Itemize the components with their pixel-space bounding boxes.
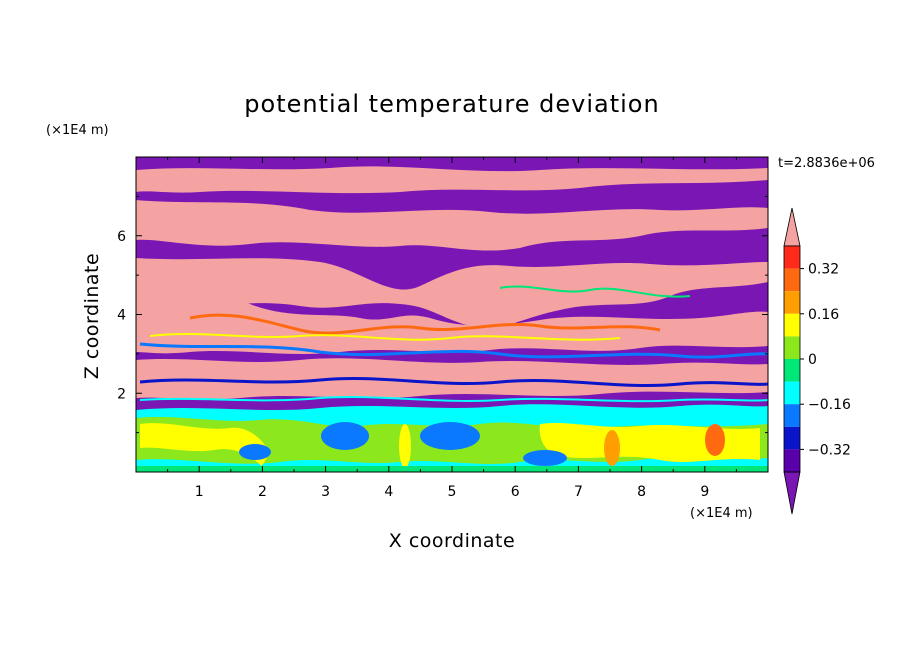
colorbar-tick-label: 0.16 xyxy=(808,307,839,323)
x-tick-label: 3 xyxy=(321,484,330,500)
colorbar: 0.32 0.16 0 −0.16 −0.32 xyxy=(783,207,851,515)
field-ribbon xyxy=(499,285,691,298)
x-tick-label: 2 xyxy=(258,484,267,500)
field-ribbon xyxy=(149,333,621,341)
colorbar-tick-label: −0.32 xyxy=(808,442,851,458)
y-axis: 2 4 6 xyxy=(117,195,768,434)
x-tick-label: 4 xyxy=(384,484,393,500)
colorbar-band xyxy=(784,291,800,314)
colorbar-tick-label: 0.32 xyxy=(808,262,839,278)
field-eddy xyxy=(420,422,480,450)
field-eddy xyxy=(399,424,411,468)
colorbar-band xyxy=(784,381,800,405)
y-axis-label: Z coordinate xyxy=(81,253,103,379)
colorbar-band xyxy=(784,404,800,427)
colorbar-band xyxy=(784,359,800,382)
field-eddy xyxy=(523,450,567,466)
colorbar-band xyxy=(784,336,800,359)
field-eddy xyxy=(604,430,620,466)
y-axis-unit: (×1E4 m) xyxy=(46,123,109,138)
field-eddy xyxy=(321,422,369,450)
x-tick-label: 8 xyxy=(637,484,646,500)
field-band xyxy=(136,166,768,194)
field-ribbon xyxy=(139,377,768,387)
x-tick-label: 5 xyxy=(448,484,457,500)
colorbar-extend-bottom xyxy=(783,471,801,515)
field-boundary-layer xyxy=(140,423,270,466)
field-ribbon xyxy=(139,396,768,403)
field-boundary-layer xyxy=(539,423,760,462)
colorbar-tick-label: 0 xyxy=(808,352,817,368)
colorbar-band xyxy=(784,313,800,337)
field-eddy xyxy=(705,424,725,456)
x-tick-label: 7 xyxy=(574,484,583,500)
colorbar-band xyxy=(784,426,800,450)
x-axis-unit: (×1E4 m) xyxy=(690,506,753,521)
x-axis-label: X coordinate xyxy=(389,530,515,552)
heatmap-field xyxy=(136,157,768,472)
x-tick-label: 1 xyxy=(195,484,204,500)
chart-title: potential temperature deviation xyxy=(244,90,659,118)
field-ribbon xyxy=(139,342,768,359)
field-band xyxy=(136,358,768,400)
time-label: t=2.8836e+06 xyxy=(778,156,875,171)
colorbar-band xyxy=(784,246,800,269)
x-tick-label: 6 xyxy=(511,484,520,500)
y-tick-label: 6 xyxy=(117,229,126,245)
colorbar-band xyxy=(784,268,800,292)
colorbar-band xyxy=(784,449,800,472)
field-band xyxy=(136,258,768,329)
colorbar-tick-label: −0.16 xyxy=(808,397,851,413)
x-axis: 1 2 3 4 5 6 7 8 9 xyxy=(167,157,737,500)
y-tick-label: 4 xyxy=(117,308,126,324)
y-tick-label: 2 xyxy=(117,386,126,402)
field-ribbon xyxy=(189,313,661,335)
field-band xyxy=(136,200,768,251)
field-eddy xyxy=(239,444,271,460)
colorbar-extend-top xyxy=(783,207,801,247)
x-tick-label: 9 xyxy=(700,484,709,500)
